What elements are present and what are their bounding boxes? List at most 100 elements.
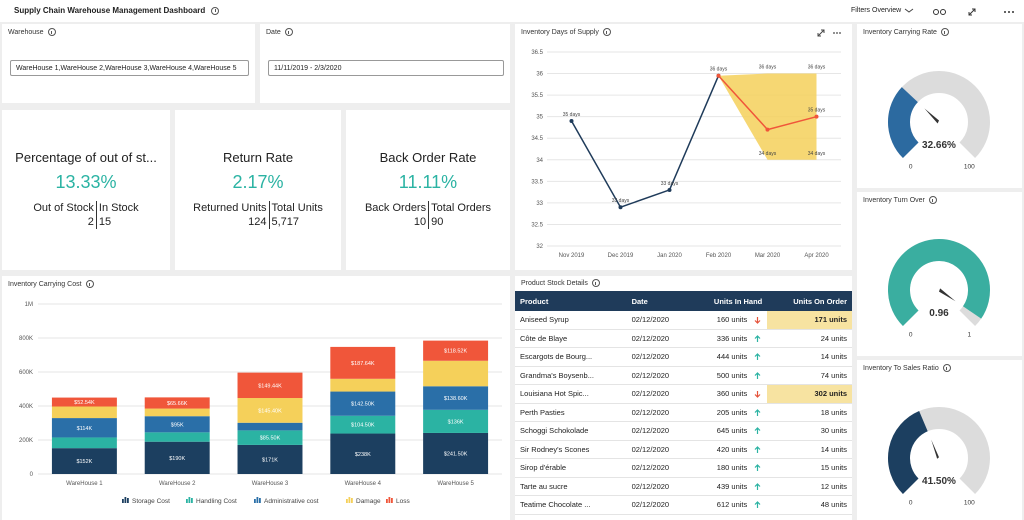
kpi-breakdown: Out of Stock 2 In Stock 15 [2,201,170,229]
legend-swatch [256,497,259,503]
table-row[interactable]: Aniseed Syrup 02/12/2020 160 units 171 unit… [515,311,852,330]
y-tick-label: 34.5 [531,136,543,142]
gauge-tick-label: 100 [964,499,975,506]
legend-label[interactable]: Damage [356,498,381,505]
data-label: 34 days [759,151,777,157]
kpi-item: Total Units 5,717 [270,201,325,229]
data-label: $104.50K [351,423,375,429]
bar-segment [237,444,303,474]
legend-swatch [124,497,127,503]
bar-segment [51,406,117,419]
gauge-value-arc [888,411,929,495]
table-row[interactable]: Schoggi Schokolade 02/12/2020 645 units 30 … [515,421,852,441]
table-cell: 14 units [767,440,852,459]
table-row[interactable]: Côte de Blaye 02/12/2020 336 units 24 units [515,329,852,348]
trend-arrow-shape [754,371,761,379]
bar-segment [144,408,210,417]
y-tick-label: 35 [536,115,543,121]
dropdown-icon[interactable] [904,8,914,13]
table-cell: 500 units [689,366,768,385]
y-tick-label: 200K [19,438,33,444]
kpi-item: Returned Units 124 [191,201,270,229]
table-cell: 444 units [689,347,768,367]
date-picker[interactable]: 11/11/2019 - 2/3/2020 [268,60,504,76]
gauge-tick-label: 0 [909,163,913,170]
table-row[interactable]: Grandma's Boysenb... 02/12/2020 500 units 7… [515,366,852,385]
table-cell: 02/12/2020 [626,440,690,459]
bar-segment [144,416,210,433]
bar-segment [423,409,489,433]
table-row[interactable]: Perth Pasties 02/12/2020 205 units 18 units [515,403,852,422]
data-label: 33 days [612,198,630,204]
gauge-value: 32.66% [922,140,956,151]
filters-overview[interactable]: Filters Overview [851,7,902,14]
table-row[interactable]: Teatime Chocolate ... 02/12/2020 612 units… [515,495,852,515]
trend-arrow-shape [754,334,761,342]
view-icon[interactable] [933,9,939,15]
kpi-breakdown: Returned Units 124 Total Units 5,717 [175,201,341,229]
trend-arrow [754,334,761,342]
legend-label[interactable]: Loss [396,498,410,505]
table-row[interactable]: Sir Rodney's Scones 02/12/2020 420 units 14… [515,440,852,459]
expand-icon[interactable] [968,8,976,16]
panel-title: Inventory Days of Supply [521,28,599,36]
data-label: $171K [262,457,278,463]
bar-segment [330,346,396,379]
table-cell: 336 units [689,329,768,348]
legend-label[interactable]: Handling Cost [196,498,237,505]
kpi-value: 13.33% [55,172,117,192]
trend-arrow [754,408,761,416]
table-row[interactable]: Tarte au sucre 02/12/2020 439 units 12 unit… [515,477,852,496]
x-tick-label: WareHouse 1 [66,481,103,487]
filter-label: Date [266,28,281,36]
trend-arrow [754,391,761,399]
data-point [716,73,721,78]
bar-segment [144,432,210,442]
panel-title: Product Stock Details [521,279,588,287]
kpi-item-label: In Stock [98,202,139,214]
data-label: $149.44K [258,383,282,389]
gauge-value-arc [888,87,919,159]
table-cell: 12 units [767,477,852,496]
gauge: 41.50% 0 100 [888,407,990,506]
menu-icon[interactable] [1004,11,1006,13]
bar-segment [51,397,117,407]
gauge-title: Inventory Turn Over [863,196,937,204]
kpi-item-label: Out of Stock [33,202,94,214]
data-label: $238K [355,452,371,458]
trend-arrow [754,482,761,490]
gauge: 0.96 0 1 [888,239,990,338]
table-cell: Côte de Blaye [515,329,627,348]
legend-label[interactable]: Administrative cost [264,498,319,505]
info-icon [940,28,949,36]
table-cell: 02/12/2020 [626,347,690,367]
y-tick-label: 33 [536,201,543,207]
table-row[interactable]: Sirop d'érable 02/12/2020 180 units 15 unit… [515,458,852,478]
kpi-item-value: 10 [413,216,427,228]
kpi-card: Return Rate 2.17% Returned Units 124 Total U… [175,110,341,270]
data-label: 36 days [808,65,826,71]
kpi-item: Out of Stock 2 [31,201,97,229]
warehouse-select[interactable]: WareHouse 1,WareHouse 2,WareHouse 3,Ware… [10,60,249,76]
panel-title: Inventory To Sales Ratio [863,364,939,372]
expand-icon[interactable] [817,29,825,37]
bar-segment [237,422,303,431]
info-icon[interactable] [211,6,220,15]
data-label: $142.50K [351,402,375,408]
y-tick-label: 0 [30,472,34,478]
gauge-panel: Inventory Carrying Rate 32.66% 0 100 [857,24,1022,188]
stock-table-panel: Product Stock Details Product Date Units I… [515,276,852,520]
bar-segment [330,415,396,434]
legend-label[interactable]: Storage Cost [132,498,170,505]
gauge-value: 41.50% [922,476,956,487]
kpi-breakdown: Back Orders 10 Total Orders 90 [346,201,510,229]
bar-segment [423,360,489,387]
y-tick-label: 36.5 [531,50,543,56]
warehouse-filter: Warehouse WareHouse 1,WareHouse 2,WareHo… [2,24,255,103]
table-row[interactable]: Escargots de Bourg... 02/12/2020 444 units… [515,347,852,367]
data-label: 36 days [759,65,777,71]
table-row[interactable]: Louisiana Hot Spic... 02/12/2020 360 units… [515,384,852,404]
trend-arrow-shape [754,317,761,325]
gauge-panel: Inventory To Sales Ratio 41.50% 0 100 [857,360,1022,520]
